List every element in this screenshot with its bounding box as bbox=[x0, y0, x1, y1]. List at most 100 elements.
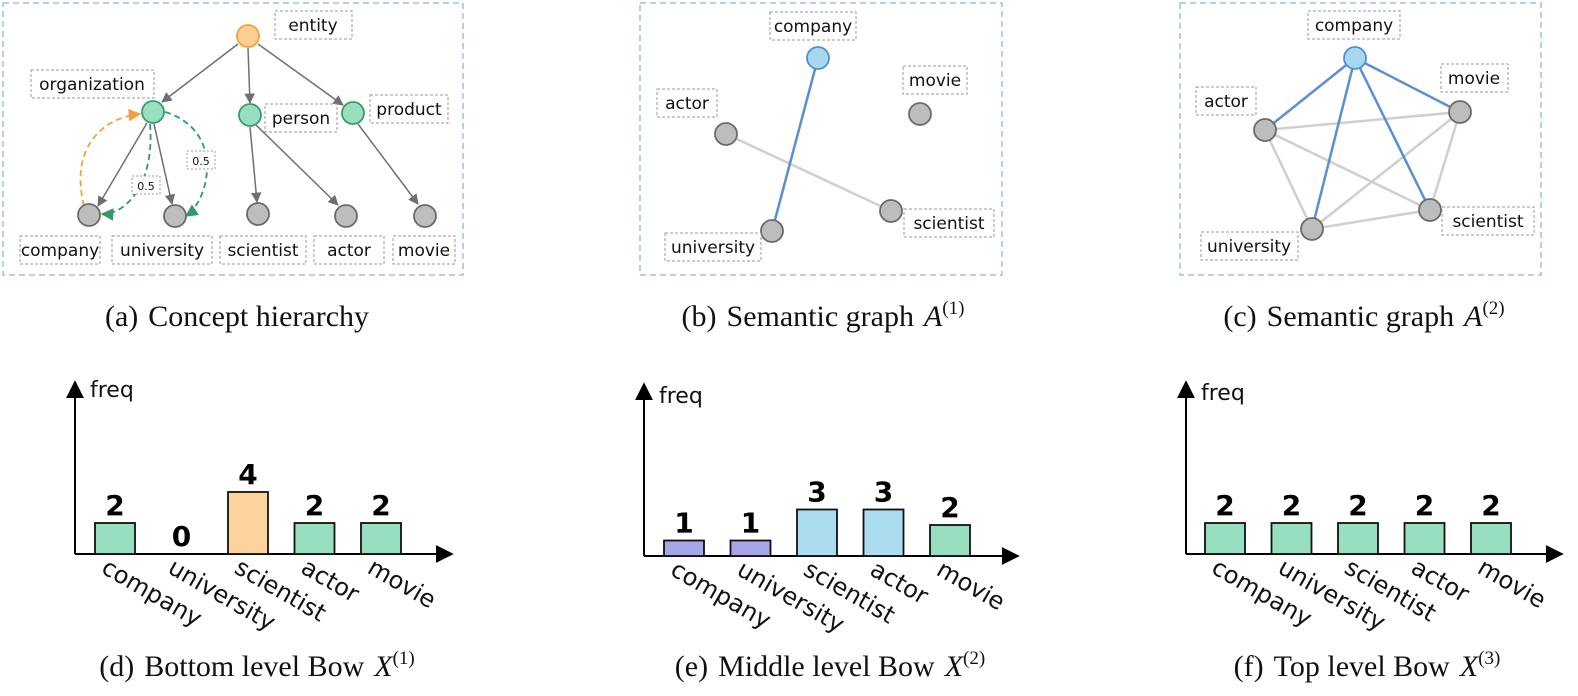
chart-bottom-level-bow: freq2company0university4scientist2actor2… bbox=[66, 378, 454, 683]
value-label-actor: 3 bbox=[874, 476, 893, 509]
node-scientist bbox=[879, 199, 903, 223]
bar-movie bbox=[360, 522, 402, 555]
bar-company bbox=[1204, 522, 1246, 555]
node-movie bbox=[908, 102, 932, 126]
value-label-company: 2 bbox=[1215, 489, 1234, 522]
y-axis-label: freq bbox=[1201, 381, 1245, 406]
edge-movie-scientist bbox=[1428, 111, 1462, 211]
edge-company-actor bbox=[1264, 57, 1356, 131]
label-scientist: scientist bbox=[227, 241, 298, 261]
y-axis-label: freq bbox=[659, 384, 703, 409]
node-entity bbox=[236, 24, 260, 48]
label-company: company bbox=[21, 241, 99, 261]
tick-label-movie: movie bbox=[1473, 553, 1551, 614]
tick-label-movie: movie bbox=[363, 553, 441, 614]
node-scientist bbox=[246, 202, 270, 226]
svg-text:0.5: 0.5 bbox=[192, 155, 210, 168]
bar-movie bbox=[1470, 522, 1512, 555]
edge-company-movie bbox=[1354, 56, 1461, 114]
tick-label-movie: movie bbox=[932, 555, 1010, 616]
node-company bbox=[1343, 46, 1367, 70]
node-university bbox=[163, 204, 187, 228]
edge-entity-organization bbox=[161, 43, 239, 103]
chart-top-level-bow: freq2company2university2scientist2actor2… bbox=[1177, 380, 1564, 683]
caption-a: (a) Concept hierarchy bbox=[105, 300, 369, 333]
label-entity: entity bbox=[288, 16, 337, 36]
panel-c-frame bbox=[1179, 2, 1542, 276]
edge-company-scientist bbox=[1353, 57, 1432, 211]
edge-company-university bbox=[770, 57, 820, 232]
node-actor bbox=[1253, 118, 1277, 142]
node-actor bbox=[714, 122, 738, 146]
edge-university-scientist bbox=[1311, 208, 1431, 231]
value-label-university: 0 bbox=[172, 520, 191, 553]
edge-actor-university bbox=[1263, 129, 1314, 230]
caption-b: (b) Semantic graph A(1) bbox=[682, 298, 965, 333]
label-product: product bbox=[376, 100, 442, 120]
edge-company-university bbox=[1310, 57, 1357, 230]
value-label-movie: 2 bbox=[940, 491, 959, 524]
label-company: company bbox=[774, 17, 852, 37]
edge-organization-university bbox=[153, 123, 176, 206]
node-university bbox=[760, 219, 784, 243]
label-actor: actor bbox=[327, 241, 371, 261]
bar-university bbox=[1270, 522, 1313, 555]
edge-entity-product bbox=[257, 43, 344, 106]
label-university: university bbox=[120, 241, 204, 261]
bar-movie bbox=[929, 524, 971, 557]
chart-middle-level-bow: freq1company1university3scientist3actor2… bbox=[635, 382, 1020, 683]
edge-actor-scientist bbox=[1264, 128, 1431, 212]
label-movie: movie bbox=[1448, 69, 1500, 89]
edge-person-actor bbox=[255, 124, 339, 206]
edge-organization-company bbox=[97, 122, 148, 207]
bar-scientist bbox=[796, 508, 838, 557]
caption-e: (e) Middle level Bow X(2) bbox=[675, 648, 985, 683]
label-company: company bbox=[1315, 16, 1393, 36]
edge-entity-person bbox=[244, 47, 255, 105]
node-university bbox=[1300, 217, 1324, 241]
edge-organization-company-dashed bbox=[100, 123, 152, 221]
value-label-company: 2 bbox=[105, 489, 124, 522]
bar-company bbox=[663, 539, 705, 557]
bar-scientist bbox=[227, 491, 269, 555]
svg-text:0.5: 0.5 bbox=[137, 180, 155, 193]
value-label-scientist: 3 bbox=[807, 476, 826, 509]
edge-actor-movie bbox=[1264, 110, 1461, 132]
label-university: university bbox=[671, 238, 755, 258]
bar-actor bbox=[862, 508, 905, 557]
edge-person-scientist bbox=[249, 126, 262, 204]
node-scientist bbox=[1418, 198, 1442, 222]
caption-f: (f) Top level Bow X(3) bbox=[1234, 648, 1501, 683]
weight-label-2: 0.5 bbox=[186, 150, 216, 170]
edge-company-organization-dashed bbox=[79, 108, 142, 207]
panel-a-concept-hierarchy: 0.5 0.5 entity organization pers bbox=[2, 2, 464, 333]
value-label-movie: 2 bbox=[1481, 489, 1500, 522]
edge-actor-scientist bbox=[725, 132, 892, 213]
label-person: person bbox=[272, 109, 330, 129]
node-actor bbox=[334, 204, 358, 228]
label-movie: movie bbox=[398, 241, 450, 261]
bar-scientist bbox=[1337, 522, 1379, 555]
node-organization bbox=[141, 100, 165, 124]
label-actor: actor bbox=[1204, 92, 1248, 112]
node-company bbox=[77, 203, 101, 227]
bar-actor bbox=[1403, 522, 1446, 555]
node-movie bbox=[1448, 100, 1472, 124]
value-label-university: 1 bbox=[741, 507, 760, 540]
panel-c-semantic-graph-2: company movie actor scientist university… bbox=[1179, 2, 1542, 333]
caption-d: (d) Bottom level Bow X(1) bbox=[99, 648, 414, 683]
label-actor: actor bbox=[665, 94, 709, 114]
weight-label-1: 0.5 bbox=[131, 175, 161, 195]
panel-a-frame bbox=[2, 2, 464, 276]
label-organization: organization bbox=[39, 75, 145, 95]
label-movie: movie bbox=[909, 71, 961, 91]
bar-actor bbox=[293, 522, 336, 555]
value-label-actor: 2 bbox=[305, 489, 324, 522]
y-axis-label: freq bbox=[90, 378, 134, 403]
edge-product-movie bbox=[357, 123, 419, 205]
node-company bbox=[806, 46, 830, 70]
label-scientist: scientist bbox=[1452, 212, 1523, 232]
node-product bbox=[341, 101, 365, 125]
node-person bbox=[238, 103, 262, 127]
